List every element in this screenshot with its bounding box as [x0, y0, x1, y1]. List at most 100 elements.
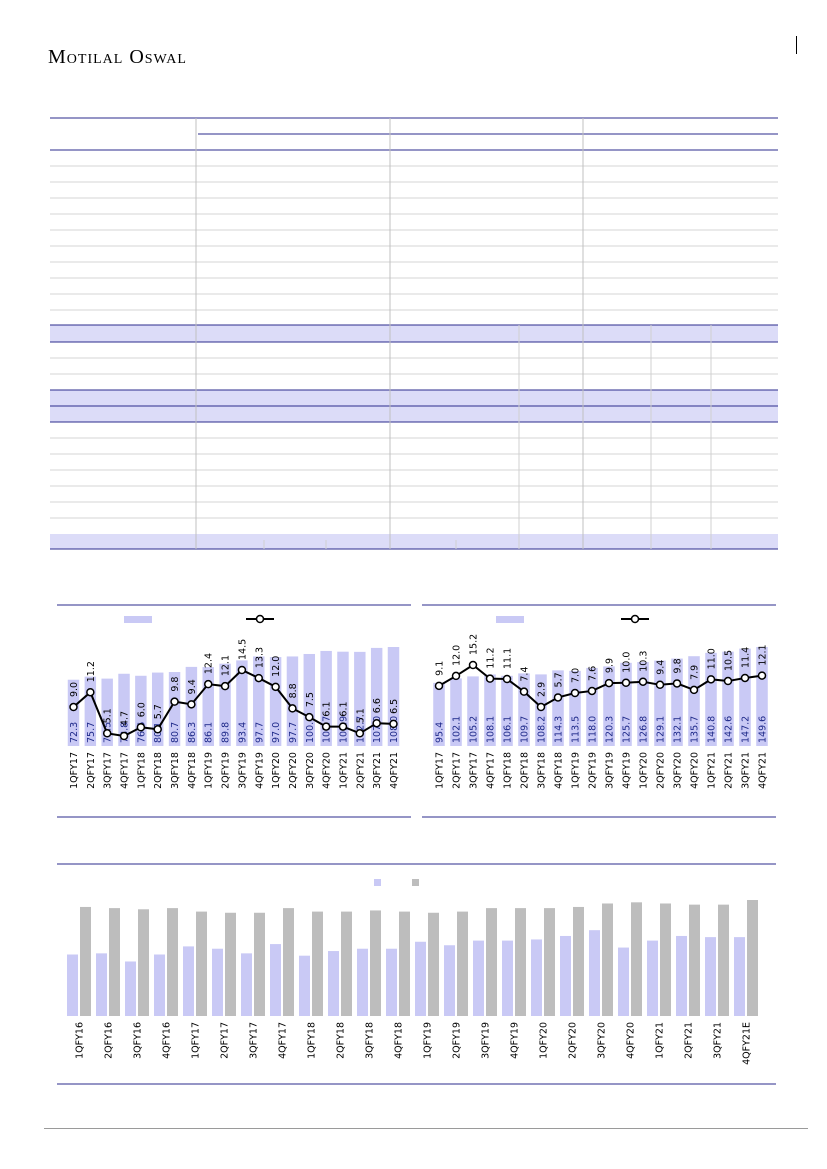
line-point [355, 729, 365, 738]
x-tick-label: 4QFY20 [322, 752, 333, 789]
bar-series-b [689, 904, 700, 1016]
chart-1: 72.375.773.578.876.680.180.786.386.189.8… [57, 604, 411, 818]
line-value-label: 14.5 [237, 639, 248, 660]
line-value-label: 4.7 [120, 711, 131, 726]
bar-series-b [515, 908, 526, 1016]
table-band [50, 325, 778, 342]
bar-value-label: 120.3 [605, 716, 616, 743]
bar [303, 653, 316, 746]
bar-value-label: 126.8 [639, 716, 650, 743]
bar-series-a [676, 935, 687, 1016]
x-tick-label: 1QFY16 [75, 1022, 86, 1059]
x-tick-label: 4QFY17 [486, 752, 497, 789]
bar-series-a [473, 940, 484, 1016]
bar-series-b [109, 908, 120, 1016]
line-point [587, 686, 597, 696]
bar [501, 675, 513, 746]
legend-line-marker [255, 614, 265, 624]
line-point [536, 702, 546, 712]
x-tick-label: 4QFY20 [690, 752, 701, 789]
x-tick-label: 4QFY17 [120, 752, 131, 789]
bar-series-a [241, 953, 252, 1016]
bar [433, 682, 445, 746]
chart-3: 1QFY16 2QFY16 3QFY16 4QFY16 1QFY17 2QFY17 3QFY… [57, 863, 776, 1085]
line-point [468, 660, 478, 670]
line-value-label: 10.5 [724, 650, 735, 671]
line-point [672, 679, 682, 688]
bar [518, 673, 530, 746]
bar-value-label: 113.5 [571, 716, 582, 743]
bar [135, 675, 147, 746]
line-value-label: 12.0 [452, 645, 463, 666]
bar-value-label: 75.7 [86, 722, 97, 743]
bar-series-a [386, 948, 397, 1016]
legend-bar-swatch [496, 616, 524, 623]
x-tick-label: 3QFY18 [170, 752, 181, 789]
bar [450, 678, 462, 746]
bar [337, 651, 349, 746]
x-tick-label: 3QFY20 [597, 1022, 608, 1059]
bar [151, 672, 164, 746]
bar [756, 647, 768, 746]
line-value-label: 2.9 [537, 682, 548, 697]
bar [620, 662, 632, 746]
line-point [621, 678, 631, 688]
x-tick-label: 3QFY16 [133, 1022, 144, 1059]
x-tick-label: 1QFY17 [191, 1022, 202, 1059]
bar-value-label: 97.7 [254, 722, 265, 743]
line-value-label: 5.7 [554, 672, 565, 687]
bar-series-b [283, 908, 294, 1016]
x-tick-label: 1QFY21 [655, 1022, 666, 1059]
bar [739, 648, 751, 746]
bar-series-b [399, 911, 410, 1016]
line-value-label: 10.0 [622, 652, 633, 673]
bar [168, 672, 181, 746]
bar [253, 656, 265, 746]
line-point [203, 679, 213, 689]
line-value-label: 5.7 [153, 704, 164, 719]
bar-series-b [544, 908, 555, 1016]
table-band [50, 534, 778, 549]
x-tick-label: 1QFY18 [136, 752, 147, 789]
legend-line-marker [630, 614, 640, 624]
line-value-label: 13.3 [254, 647, 265, 668]
brand-logo: Motilal Oswal [48, 46, 187, 68]
line-value-label: 12.1 [221, 655, 232, 676]
bar-value-label: 80.7 [170, 722, 181, 743]
bar [269, 657, 282, 746]
line-point [170, 697, 179, 706]
bar-value-label: 125.7 [622, 716, 633, 743]
line-value-label: 9.1 [435, 661, 446, 676]
bar-series-a [560, 935, 571, 1016]
line-point [220, 681, 230, 691]
line-value-label: 7.5 [305, 692, 316, 707]
x-tick-label: 2QFY18 [336, 1022, 347, 1059]
line-point [271, 682, 280, 692]
x-tick-label: 1QFY18 [307, 1022, 318, 1059]
line-point [321, 722, 331, 731]
line-point [102, 729, 112, 738]
bar [484, 674, 496, 746]
bar-series-b [602, 903, 613, 1016]
bar-series-a [67, 954, 78, 1016]
line-value-label: 7.4 [520, 667, 531, 682]
line-value-label: 7.9 [690, 665, 701, 680]
x-tick-label: 1QFY18 [503, 752, 514, 789]
bar [569, 670, 581, 746]
x-tick-label: 3QFY19 [237, 752, 248, 789]
bar-value-label: 95.4 [435, 722, 446, 743]
bar [654, 660, 666, 746]
line-point [485, 674, 495, 683]
bar-value-label: 132.1 [673, 716, 684, 743]
x-tick-label: 1QFY20 [639, 752, 650, 789]
line-value-label: 15.2 [469, 634, 480, 655]
bar [286, 656, 299, 746]
bar [370, 647, 383, 746]
bar-series-a [154, 954, 165, 1016]
line-value-label: 9.4 [656, 660, 667, 675]
legend-swatch-a [374, 879, 381, 886]
bar [236, 660, 248, 746]
bar-series-b [573, 906, 584, 1016]
bar-value-label: 108.0 [389, 716, 400, 743]
x-tick-label: 4QFY17 [278, 1022, 289, 1059]
